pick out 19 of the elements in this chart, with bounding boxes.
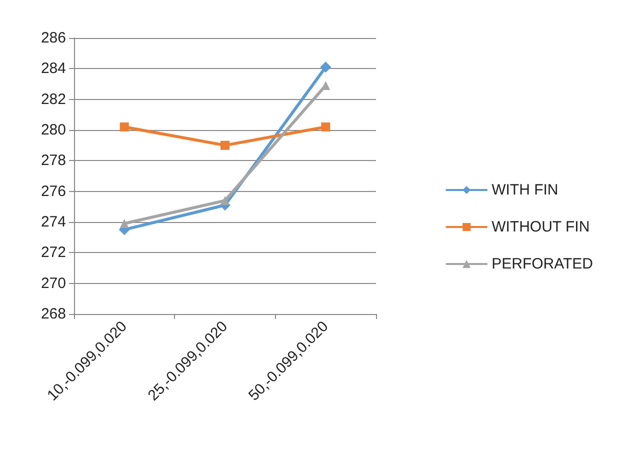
legend-label: PERFORATED: [492, 256, 594, 272]
point: [120, 122, 129, 132]
point: [120, 219, 129, 228]
legend-label: WITHOUT FIN: [492, 218, 590, 236]
point: [320, 62, 332, 73]
y-tick-label: 280: [40, 122, 66, 138]
y-tick-label: 268: [40, 306, 66, 322]
y-tick-label: 282: [40, 90, 66, 108]
legend-label: WITH FIN: [492, 182, 558, 198]
y-tick-label: 272: [40, 244, 66, 262]
point: [220, 140, 230, 150]
point: [321, 122, 330, 132]
y-tick-label: 274: [40, 214, 66, 230]
y-tick-label: 284: [40, 60, 66, 78]
y-tick-label: 270: [40, 274, 66, 292]
y-tick-label: 276: [40, 182, 66, 200]
y-tick-label: 278: [40, 152, 66, 170]
y-tick-label: 286: [40, 30, 66, 46]
point: [220, 196, 230, 206]
